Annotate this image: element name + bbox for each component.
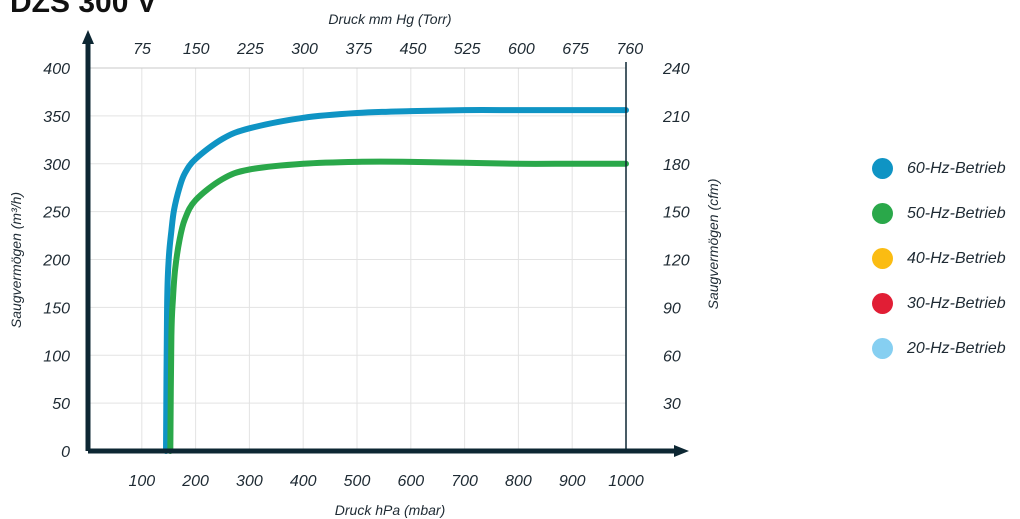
x-top-tick-label: 675 [562,41,589,58]
legend-label: 30-Hz-Betrieb [907,294,1006,312]
y-right-tick-label: 180 [663,157,690,174]
x-tick-label: 600 [397,473,424,490]
legend-swatch [872,158,893,179]
x-top-tick-label: 450 [400,41,427,58]
legend-label: 50-Hz-Betrieb [907,204,1006,222]
axes [82,30,689,457]
legend-item: 60-Hz-Betrieb [872,146,1006,191]
x-axis-title: Druck hPa (mbar) [335,502,445,518]
legend-swatch [872,338,893,359]
y-tick-label: 100 [43,348,70,365]
x-tick-label: 1000 [608,473,644,490]
y-right-tick-label: 90 [663,300,681,317]
y-right-tick-label: 60 [663,348,681,365]
x-top-tick-label: 375 [345,41,372,58]
legend-item: 30-Hz-Betrieb [872,281,1006,326]
tick-labels: 0 50 100 150 200 250 300 350 400 30 60 90 120 150 180 2… [42,41,690,490]
x-tick-label: 700 [451,473,478,490]
x-top-axis-title: Druck mm Hg (Torr) [328,11,451,27]
y-right-axis-title: Saugvermögen (cfm) [705,179,721,310]
x-top-tick-label: 225 [236,41,264,58]
legend-label: 40-Hz-Betrieb [907,249,1006,267]
x-top-tick-label: 525 [454,41,481,58]
y-right-tick-label: 210 [662,109,690,126]
legend-swatch [872,203,893,224]
legend: 60-Hz-Betrieb 50-Hz-Betrieb 40-Hz-Betrieb 3… [872,146,1006,371]
x-tick-label: 800 [505,473,532,490]
y-tick-label: 200 [42,253,70,270]
legend-label: 60-Hz-Betrieb [907,159,1006,177]
legend-item: 20-Hz-Betrieb [872,326,1006,371]
y-right-tick-label: 30 [663,396,681,413]
x-top-tick-label: 75 [133,41,151,58]
legend-label: 20-Hz-Betrieb [907,339,1006,357]
x-top-tick-label: 300 [291,41,318,58]
y-axis-title: Saugvermögen (m³/h) [8,192,24,328]
y-tick-label: 50 [52,396,70,413]
y-tick-label: 300 [43,157,70,174]
legend-swatch [872,248,893,269]
x-tick-label: 300 [236,473,263,490]
legend-item: 40-Hz-Betrieb [872,236,1006,281]
x-tick-label: 500 [344,473,371,490]
x-top-tick-label: 600 [508,41,535,58]
y-right-tick-label: 150 [663,205,690,222]
series-line-60-hz-betrieb [163,107,629,454]
x-tick-label: 900 [559,473,586,490]
y-tick-label: 0 [61,444,70,461]
y-right-tick-label: 120 [663,253,690,270]
legend-item: 50-Hz-Betrieb [872,191,1006,236]
x-top-tick-label: 760 [616,41,643,58]
y-axis-arrow [82,30,94,44]
x-tick-label: 200 [181,473,209,490]
y-tick-label: 150 [43,300,70,317]
y-tick-label: 350 [43,109,70,126]
chart-title: DZS 300 V [10,0,157,19]
series-line-50-hz-betrieb [167,158,629,454]
y-right-tick-label: 240 [662,61,690,78]
series-layer [163,107,629,454]
y-tick-label: 250 [42,205,70,222]
x-top-tick-label: 150 [183,41,210,58]
x-tick-label: 400 [290,473,317,490]
grid [88,67,627,452]
x-axis-arrow [674,445,689,457]
y-tick-label: 400 [43,61,70,78]
x-tick-label: 100 [128,473,155,490]
legend-swatch [872,293,893,314]
